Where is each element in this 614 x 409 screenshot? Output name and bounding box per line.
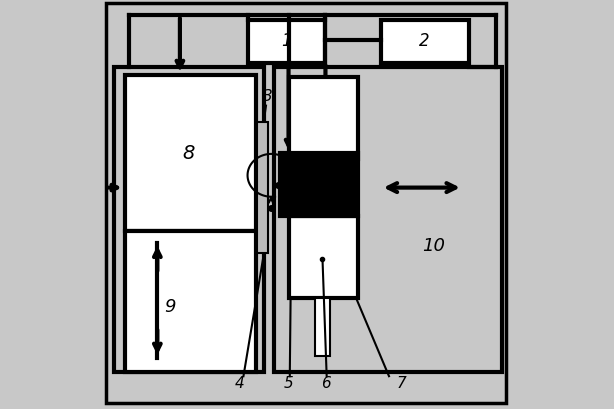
- Text: 4: 4: [235, 375, 244, 390]
- Bar: [125, 231, 256, 372]
- Text: 1: 1: [281, 32, 292, 50]
- Bar: [247, 20, 325, 63]
- Text: 2: 2: [419, 32, 430, 50]
- Text: 6: 6: [321, 375, 330, 390]
- Text: 7: 7: [397, 375, 406, 390]
- Bar: [257, 123, 268, 254]
- Bar: [274, 67, 502, 372]
- Bar: [315, 299, 330, 356]
- Text: 10: 10: [422, 236, 446, 254]
- Text: 3: 3: [263, 89, 273, 103]
- Bar: [125, 76, 256, 231]
- Text: 5: 5: [284, 375, 293, 390]
- Bar: [289, 78, 358, 160]
- Text: 8: 8: [182, 144, 194, 163]
- Bar: [381, 20, 469, 63]
- Bar: [289, 217, 358, 299]
- Bar: [281, 153, 358, 217]
- Text: 9: 9: [164, 298, 176, 316]
- Bar: [114, 67, 264, 372]
